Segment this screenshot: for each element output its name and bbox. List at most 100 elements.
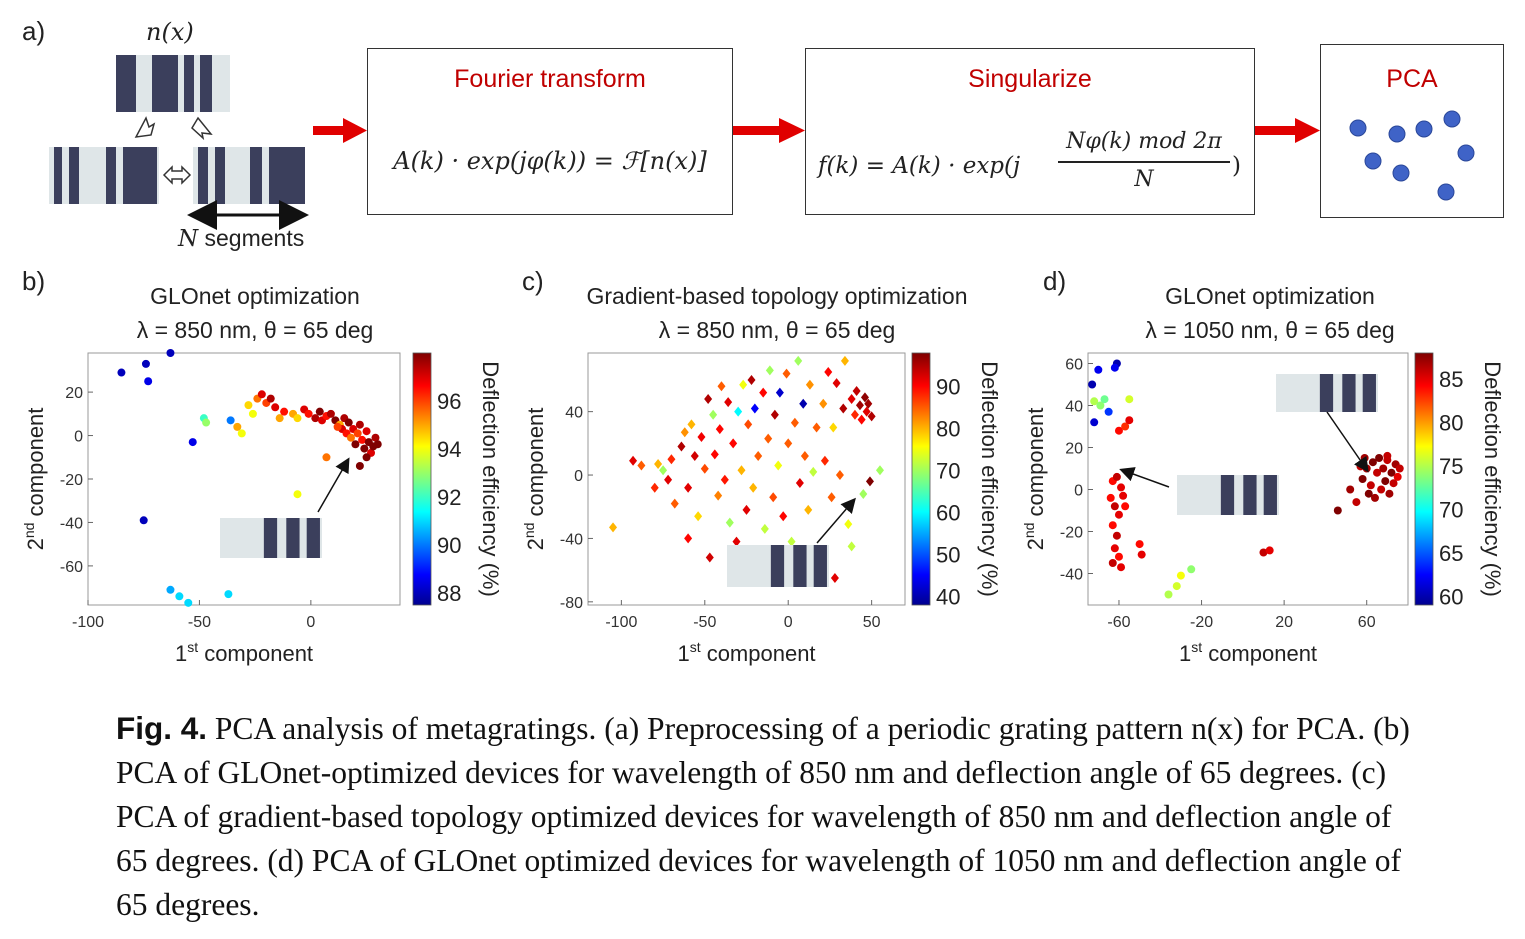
figure-caption: Fig. 4. PCA analysis of metagratings. (a… (116, 706, 1416, 927)
data-point (637, 460, 646, 471)
panel-a-arrows (134, 116, 1320, 230)
data-point (1395, 464, 1404, 473)
data-point (257, 390, 266, 399)
data-point (1381, 477, 1390, 486)
data-point (729, 438, 738, 449)
data-point (739, 379, 748, 390)
inset-bar (813, 545, 827, 587)
y-axis-label: 2nd component (1021, 408, 1048, 551)
data-point (1389, 479, 1398, 488)
data-point (266, 394, 275, 403)
data-point (819, 398, 828, 409)
data-point (315, 407, 324, 416)
data-point (742, 504, 751, 515)
data-point (1368, 458, 1377, 467)
caption-label: Fig. 4. (116, 710, 208, 746)
data-point (759, 387, 768, 398)
data-point (749, 482, 758, 493)
x-tick-label: 50 (863, 614, 881, 631)
colorbar-tick-label: 40 (936, 585, 960, 610)
data-point (844, 519, 853, 530)
data-point (233, 422, 242, 431)
data-point (847, 393, 856, 404)
data-point (1373, 468, 1382, 477)
data-point (799, 398, 808, 409)
colorbar-tick-label: 80 (1439, 411, 1463, 436)
x-axis-label: 1st component (1179, 639, 1317, 666)
inset-bar (306, 518, 320, 558)
data-point (700, 463, 709, 474)
y-tick-label: -60 (60, 559, 83, 576)
y-axis-label: 2nd component (521, 408, 548, 551)
colorbar-label: Deflection efficiency (%) (1480, 361, 1505, 597)
colorbar-tick-label: 80 (936, 417, 960, 442)
data-point (188, 438, 197, 447)
chart-title: Gradient-based topology optimization (586, 283, 967, 309)
data-point (787, 536, 796, 547)
data-point (1100, 395, 1109, 404)
segments-label: N segments (178, 225, 305, 252)
data-point (737, 465, 746, 476)
data-point (839, 403, 848, 414)
data-point (750, 403, 759, 414)
y-tick-label: -40 (560, 531, 583, 548)
data-point (248, 409, 257, 418)
data-point (754, 451, 763, 462)
data-point (1346, 485, 1355, 494)
data-point (175, 592, 184, 601)
data-point (812, 422, 821, 433)
data-point (832, 378, 841, 389)
data-point (1112, 472, 1121, 481)
data-point (855, 400, 864, 411)
y-axis-label: 2nd component (21, 408, 48, 551)
grating-right (193, 147, 305, 204)
data-point (865, 476, 874, 487)
y-tick-label: -40 (60, 515, 83, 532)
x-tick-label: -60 (1107, 614, 1130, 631)
data-point (875, 465, 884, 476)
inset-bar (1263, 475, 1277, 515)
data-point (687, 419, 696, 430)
y-tick-label: 20 (1065, 441, 1083, 458)
pca-dots (1349, 110, 1475, 201)
pca-dot (1443, 110, 1461, 128)
data-point (371, 433, 380, 442)
data-point (293, 490, 302, 499)
x-tick-label: -100 (72, 614, 104, 631)
x-axis-label: 1st component (677, 639, 815, 666)
chart-subtitle: λ = 850 nm, θ = 65 deg (659, 317, 896, 343)
data-point (697, 432, 706, 442)
colorbar-tick-label: 94 (437, 437, 461, 462)
data-point (355, 461, 364, 470)
data-point (184, 598, 193, 607)
y-tick-label: -20 (60, 472, 83, 489)
colorbar-tick-label: 85 (1439, 367, 1463, 392)
data-point (1114, 510, 1123, 519)
colorbar-tick-label: 92 (437, 485, 461, 510)
data-point (1364, 489, 1373, 498)
data-point (857, 414, 866, 425)
data-point (1108, 521, 1117, 530)
data-point (747, 374, 756, 385)
data-point (360, 444, 369, 453)
segments-text: segments (198, 225, 305, 251)
inset-arrow (1119, 467, 1170, 488)
data-point (862, 406, 871, 417)
data-point (1121, 502, 1130, 511)
data-point (769, 492, 778, 503)
inset-bar (1342, 374, 1356, 412)
pca-dot (1364, 152, 1382, 170)
singularize-box: Singularize f(k) = A(k) · exp(j Nφ(k) mo… (805, 48, 1255, 215)
data-point (724, 397, 733, 408)
data-point (1125, 395, 1134, 404)
pca-title: PCA (1386, 65, 1438, 93)
data-point (1090, 418, 1099, 427)
colorbar (911, 352, 931, 606)
pca-dot (1349, 119, 1367, 137)
inset-bar (1362, 374, 1376, 412)
data-point (774, 460, 783, 471)
data-point (794, 355, 803, 366)
data-point (353, 429, 362, 438)
data-point (1385, 489, 1394, 498)
fraction-bar (1058, 161, 1230, 163)
